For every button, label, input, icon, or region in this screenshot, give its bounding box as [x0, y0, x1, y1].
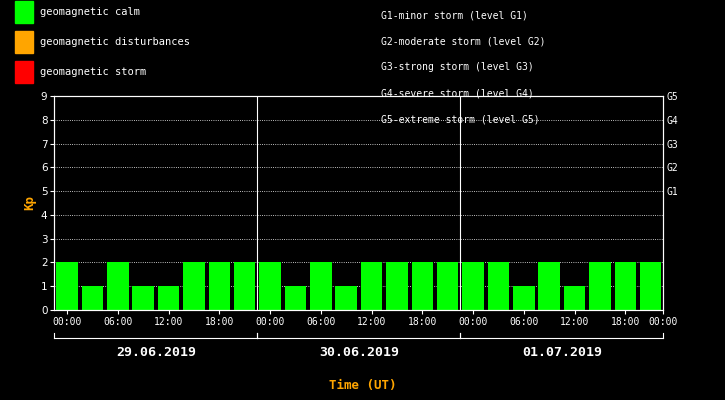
Bar: [437, 262, 458, 310]
Bar: [285, 286, 306, 310]
Bar: [640, 262, 661, 310]
Text: 30.06.2019: 30.06.2019: [319, 346, 399, 359]
Bar: [539, 262, 560, 310]
Bar: [260, 262, 281, 310]
Bar: [336, 286, 357, 310]
Bar: [209, 262, 230, 310]
Text: G4-severe storm (level G4): G4-severe storm (level G4): [381, 88, 534, 98]
Text: G3-strong storm (level G3): G3-strong storm (level G3): [381, 62, 534, 72]
Text: G2-moderate storm (level G2): G2-moderate storm (level G2): [381, 36, 545, 46]
Text: geomagnetic calm: geomagnetic calm: [40, 7, 140, 17]
Bar: [107, 262, 128, 310]
Bar: [183, 262, 204, 310]
Bar: [82, 286, 103, 310]
Text: geomagnetic disturbances: geomagnetic disturbances: [40, 37, 190, 47]
Bar: [57, 262, 78, 310]
Bar: [310, 262, 331, 310]
Bar: [488, 262, 509, 310]
Y-axis label: Kp: Kp: [24, 196, 37, 210]
Text: G5-extreme storm (level G5): G5-extreme storm (level G5): [381, 114, 539, 124]
Bar: [463, 262, 484, 310]
Bar: [158, 286, 179, 310]
Text: G1-minor storm (level G1): G1-minor storm (level G1): [381, 10, 528, 20]
Bar: [361, 262, 382, 310]
Text: Time (UT): Time (UT): [328, 379, 397, 392]
Bar: [386, 262, 407, 310]
Bar: [412, 262, 433, 310]
Bar: [589, 262, 610, 310]
Text: 29.06.2019: 29.06.2019: [116, 346, 196, 359]
Bar: [513, 286, 534, 310]
Text: geomagnetic storm: geomagnetic storm: [40, 67, 146, 77]
Bar: [615, 262, 636, 310]
Text: 01.07.2019: 01.07.2019: [522, 346, 602, 359]
Bar: [564, 286, 585, 310]
Bar: [234, 262, 255, 310]
Bar: [133, 286, 154, 310]
